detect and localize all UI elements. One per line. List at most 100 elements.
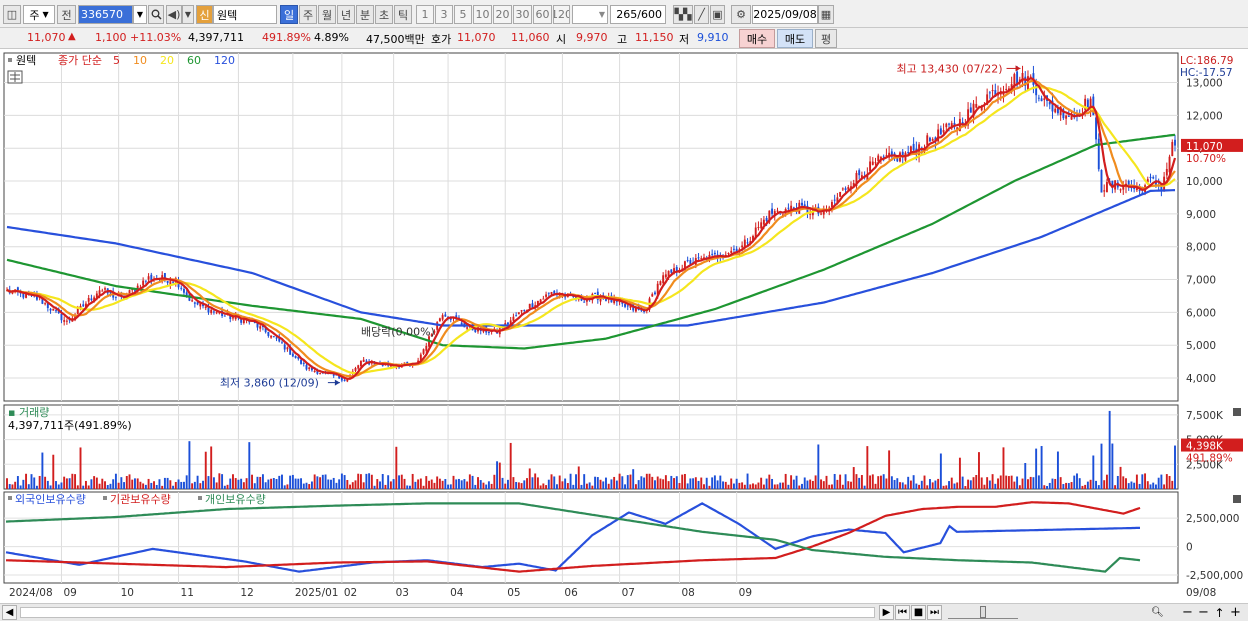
interval-20-button[interactable]: 20 (493, 5, 512, 24)
candle-body (765, 217, 768, 222)
investor-legend-label: 외국인보유수량 (15, 493, 86, 506)
volume-bar (1152, 482, 1155, 489)
minus-icon[interactable]: − (1182, 605, 1193, 620)
date-field[interactable]: 2025/09/08 (752, 5, 818, 24)
candle-body (939, 128, 942, 135)
interval-3-button[interactable]: 3 (435, 5, 453, 24)
calendar-icon[interactable]: ▦ (818, 5, 834, 24)
up-arrow-icon[interactable]: ↑ (1214, 605, 1225, 620)
candle-body (1035, 85, 1038, 96)
candle-body (1016, 71, 1019, 86)
last-button[interactable]: ⏭ (927, 605, 942, 620)
interval-1-button[interactable]: 1 (416, 5, 434, 24)
period-second-button[interactable]: 초 (375, 5, 393, 24)
tools-icon[interactable]: ▚▚ (673, 5, 693, 24)
volume-bar (790, 475, 793, 489)
candle-body (689, 260, 692, 265)
candle-body (196, 302, 199, 305)
candle-body (191, 300, 194, 302)
first-button[interactable]: ⏮ (895, 605, 910, 620)
scroll-left-button[interactable]: ◀ (2, 605, 17, 620)
zoom-out-icon[interactable]: 🔍︎ (1151, 607, 1164, 618)
volume-bar (711, 477, 714, 489)
period-year-button[interactable]: 년 (337, 5, 355, 24)
volume-bar (291, 474, 294, 489)
candle-body (256, 322, 259, 328)
new-badge[interactable]: 신 (196, 5, 213, 24)
period-day-button[interactable]: 일 (280, 5, 298, 24)
candle-body (743, 239, 746, 249)
candle-body (871, 161, 874, 165)
candle-body (199, 303, 202, 307)
candle-body (852, 182, 855, 187)
volume-bar (210, 446, 213, 489)
minus-icon[interactable]: − (1198, 605, 1209, 620)
candle-body (621, 301, 624, 304)
prev-button[interactable]: 전 (57, 5, 76, 24)
volume-bar (395, 446, 398, 489)
interval-30-button[interactable]: 30 (513, 5, 532, 24)
volume-bar (1016, 476, 1019, 489)
zoom-slider[interactable] (948, 606, 1018, 619)
stock-name-field[interactable]: 원텍 (213, 5, 277, 24)
save-icon[interactable]: ▣ (710, 5, 725, 24)
candle-body (790, 205, 793, 212)
volume-bar (471, 475, 474, 489)
eval-button[interactable]: 평 (815, 29, 837, 48)
count-field[interactable]: 265/600 (610, 5, 666, 24)
search-icon[interactable] (148, 5, 164, 24)
gear-icon[interactable]: ⚙ (731, 5, 751, 24)
volume-bar (93, 476, 96, 489)
period-minute-button[interactable]: 분 (356, 5, 374, 24)
interval-10-button[interactable]: 10 (473, 5, 492, 24)
volume-bar (904, 484, 907, 489)
period-month-button[interactable]: 월 (318, 5, 336, 24)
volume-bar (583, 474, 586, 489)
volume-bar (730, 478, 733, 489)
stock-code-input[interactable]: 336570 (78, 5, 133, 24)
period-week-button[interactable]: 주 (299, 5, 317, 24)
volume-bar (512, 477, 515, 489)
play-button[interactable]: ▶ (879, 605, 894, 620)
volume-bar (202, 480, 204, 489)
candle-body (626, 305, 629, 307)
interval-5-button[interactable]: 5 (454, 5, 472, 24)
ma60-line (6, 133, 1176, 350)
candle-body (460, 322, 463, 325)
volume-bar (814, 475, 817, 489)
interval-custom-select[interactable]: ▼ (572, 5, 608, 24)
volume-bar (999, 475, 1002, 489)
buy-button[interactable]: 매수 (739, 29, 775, 48)
volume-bar (16, 476, 19, 489)
scroll-track[interactable] (20, 607, 875, 618)
period-tick-button[interactable]: 틱 (394, 5, 412, 24)
interval-120-button[interactable]: 120 (553, 5, 570, 24)
layout-icon[interactable]: ◫ (3, 5, 21, 24)
candle-body (754, 227, 757, 239)
speaker-icon[interactable]: ◀) (166, 5, 182, 24)
draw-icon[interactable]: ╱ (694, 5, 709, 24)
sell-button[interactable]: 매도 (777, 29, 813, 48)
chevron-down-icon[interactable]: ▼ (182, 5, 194, 24)
candle-body (1152, 177, 1155, 179)
candle-body (673, 268, 675, 274)
volume-bar (232, 474, 234, 489)
volume-bar (956, 482, 959, 489)
plus-icon[interactable]: + (1230, 605, 1241, 620)
zoom-handle[interactable] (980, 606, 986, 618)
volume-bar (474, 484, 477, 489)
volume-bar (637, 480, 640, 489)
volume-bar (700, 477, 703, 489)
chevron-down-icon[interactable]: ▼ (133, 5, 147, 24)
stop-button[interactable]: ■ (911, 605, 926, 620)
volume-bar (1010, 475, 1013, 489)
market-select[interactable]: 주 ▼ (23, 5, 55, 24)
volume-bar (967, 479, 970, 489)
candle-body (967, 109, 970, 126)
candle-body (909, 146, 912, 154)
interval-60-button[interactable]: 60 (533, 5, 552, 24)
volume-bar (226, 484, 229, 489)
candle-body (869, 161, 872, 172)
candle-body (507, 322, 509, 325)
